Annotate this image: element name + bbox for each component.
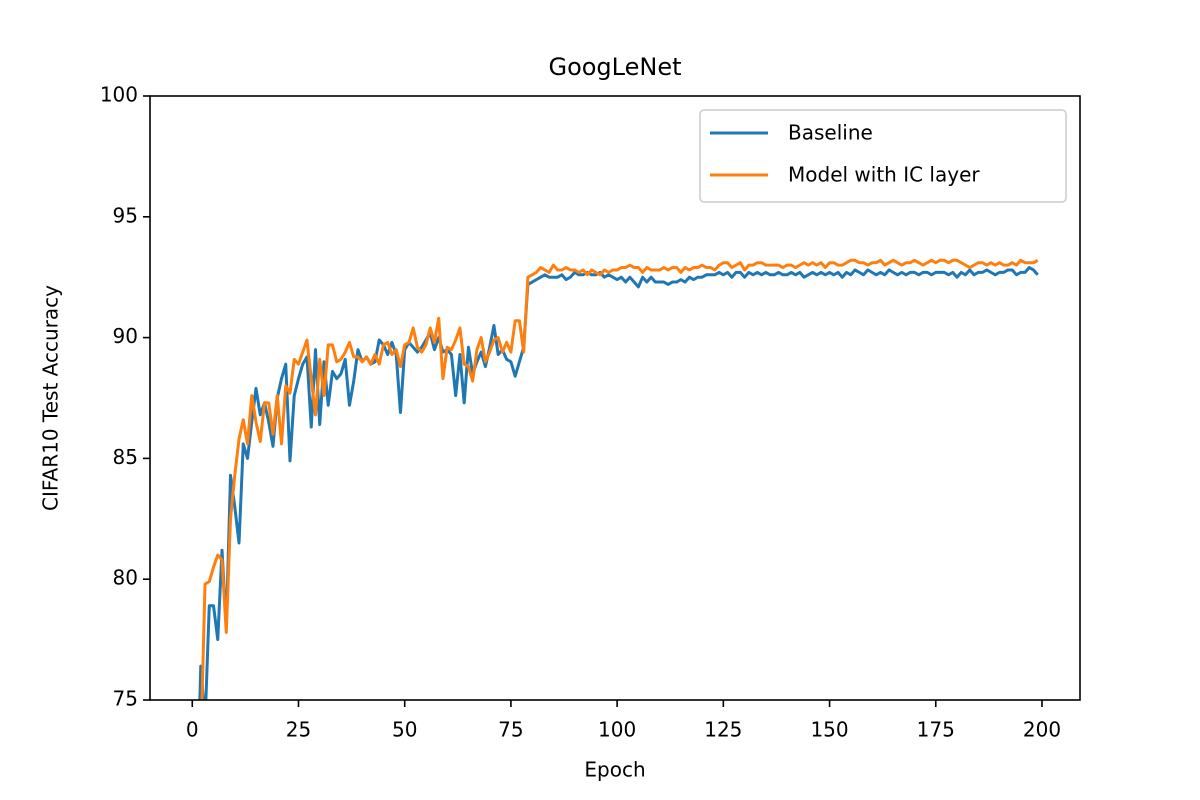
chart-title: GoogLeNet [548,53,681,81]
x-axis-label: Epoch [584,758,645,782]
legend-box [699,109,1067,203]
plot-frame [149,95,1081,701]
x-tick-label: 125 [704,718,742,742]
y-tick-label: 90 [113,324,138,348]
series-line [198,266,1039,700]
plot-lines [198,258,1039,700]
legend-label: Model with IC layer [788,163,980,187]
x-tick-label: 200 [1023,718,1061,742]
x-tick-label: 50 [392,718,417,742]
y-axis-label: CIFAR10 Test Accuracy [39,285,63,511]
x-tick-label: 0 [186,718,199,742]
x-tick-label: 175 [917,718,955,742]
y-tick-label: 75 [113,687,138,711]
x-tick-label: 100 [598,718,636,742]
y-tick-label: 80 [113,566,138,590]
y-tick-label: 100 [100,83,138,107]
y-tick-label: 85 [113,445,138,469]
x-tick-label: 150 [810,718,848,742]
series-line [200,258,1039,700]
x-tick-label: 75 [498,718,523,742]
legend-label: Baseline [788,121,873,145]
y-tick-label: 95 [113,203,138,227]
x-tick-label: 25 [286,718,311,742]
